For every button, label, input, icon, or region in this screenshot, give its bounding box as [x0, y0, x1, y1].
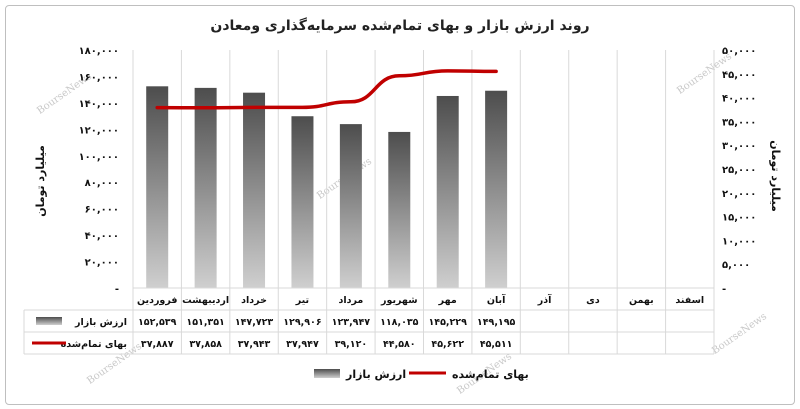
bar-value-label: ۱۵۱,۳۵۱: [186, 317, 224, 328]
legend-line-label: بهای تمام‌شده: [452, 368, 529, 381]
bar: [194, 87, 217, 289]
right-tick-label: ۵,۰۰۰: [722, 260, 750, 271]
legend: ارزش بازار بهای تمام‌شده: [314, 368, 529, 381]
watermark-text: BourseNews: [710, 311, 769, 357]
bar-series: [146, 86, 508, 289]
left-tick-label: ۱۲۰,۰۰۰: [79, 125, 119, 136]
right-tick-label: ۱۰,۰۰۰: [722, 236, 756, 247]
left-axis: - ۲۰,۰۰۰ ۴۰,۰۰۰ ۶۰,۰۰۰ ۸۰,۰۰۰ ۱۰۰,۰۰۰ ۱۲۰,۰۰۰ ۱…: [34, 46, 119, 295]
table-row-header-line: بهای تمام‌شده: [61, 339, 127, 350]
category-label: فروردین: [137, 295, 178, 306]
legend-bar-label: ارزش بازار: [345, 368, 406, 381]
line-value-label: ۳۷,۸۸۷: [141, 339, 174, 350]
left-tick-label: ۶۰,۰۰۰: [85, 205, 119, 216]
bar: [146, 86, 169, 289]
right-axis-title: میلیارد تومان: [769, 140, 782, 212]
category-label: شهریور: [380, 295, 418, 306]
left-tick-label: -: [115, 284, 119, 295]
left-tick-label: ۸۰,۰۰۰: [85, 178, 119, 189]
category-label: خرداد: [241, 295, 267, 306]
bar-value-label: ۱۴۹,۱۹۵: [477, 317, 516, 328]
right-axis: - ۵,۰۰۰ ۱۰,۰۰۰ ۱۵,۰۰۰ ۲۰,۰۰۰ ۲۵,۰۰۰ ۳۰,۰۰۰ ۳۵,۰…: [722, 46, 782, 295]
left-tick-label: ۲۰,۰۰۰: [85, 258, 119, 269]
bar: [436, 95, 459, 288]
line-value-label: ۳۹,۱۲۰: [335, 339, 368, 350]
grid-lines: [132, 50, 715, 289]
legend-bar-swatch: [314, 369, 340, 378]
right-tick-label: ۴۰,۰۰۰: [722, 94, 756, 105]
bar: [485, 90, 508, 289]
left-tick-label: ۱۶۰,۰۰۰: [79, 72, 119, 83]
left-axis-title: میلیارد تومان: [34, 145, 47, 217]
left-tick-label: ۴۰,۰۰۰: [85, 231, 119, 242]
line-value-label: ۴۴,۵۸۰: [383, 339, 416, 350]
series-line: [155, 69, 498, 110]
right-tick-label: ۵۰,۰۰۰: [722, 46, 756, 57]
left-tick-label: ۱۰۰,۰۰۰: [79, 152, 119, 163]
right-tick-label: ۱۵,۰۰۰: [722, 213, 756, 224]
bar-value-label: ۱۵۲,۵۳۹: [138, 317, 177, 328]
chart-title: روند ارزش بازار و بهای تمام‌شده سرمایه‌گ…: [210, 17, 589, 34]
category-label: اسفند: [675, 295, 704, 306]
category-label: مهر: [438, 295, 457, 306]
bar: [243, 92, 266, 288]
line-series: [155, 69, 498, 110]
right-tick-label: ۳۵,۰۰۰: [722, 117, 756, 128]
line-value-label: ۴۵,۶۲۲: [431, 339, 464, 350]
line-value-label: ۳۷,۹۴۷: [286, 339, 319, 350]
right-tick-label: -: [722, 284, 726, 295]
category-label: بهمن: [629, 295, 654, 306]
bar: [291, 116, 314, 288]
bar-value-label: ۱۴۵,۲۲۹: [429, 317, 468, 328]
category-label: دی: [586, 295, 600, 306]
category-label: آبان: [487, 293, 506, 306]
right-tick-label: ۲۵,۰۰۰: [722, 165, 756, 176]
right-tick-label: ۲۰,۰۰۰: [722, 189, 756, 200]
category-label: اردیبهشت: [182, 295, 229, 306]
line-value-label: ۴۵,۵۱۱: [480, 339, 513, 350]
data-table: فروردین اردیبهشت خرداد تیر مرداد شهریور مهر آبا…: [23, 287, 715, 355]
line-value-label: ۳۷,۹۴۳: [238, 339, 271, 350]
category-label: تیر: [295, 295, 309, 306]
category-label: مرداد: [338, 295, 363, 306]
right-tick-label: ۴۵,۰۰۰: [722, 70, 756, 81]
table-bar-swatch: [36, 317, 62, 325]
left-tick-label: ۱۸۰,۰۰۰: [79, 46, 119, 57]
bar-value-label: ۱۴۷,۷۲۳: [235, 317, 274, 328]
bar-value-label: ۱۲۳,۹۴۷: [332, 317, 371, 328]
category-label: آذر: [537, 293, 552, 306]
left-tick-label: ۱۴۰,۰۰۰: [79, 99, 119, 110]
line-value-label: ۳۷,۸۵۸: [189, 339, 222, 350]
table-row-header-bar: ارزش بازار: [74, 317, 127, 328]
right-tick-label: ۳۰,۰۰۰: [722, 141, 756, 152]
bar-value-label: ۱۱۸,۰۳۵: [380, 317, 419, 328]
bar: [339, 124, 362, 288]
chart-frame: BourseNews BourseNews BourseNews BourseNews…: [5, 5, 795, 405]
bar: [388, 131, 411, 288]
bar-value-label: ۱۲۹,۹۰۶: [283, 317, 321, 328]
